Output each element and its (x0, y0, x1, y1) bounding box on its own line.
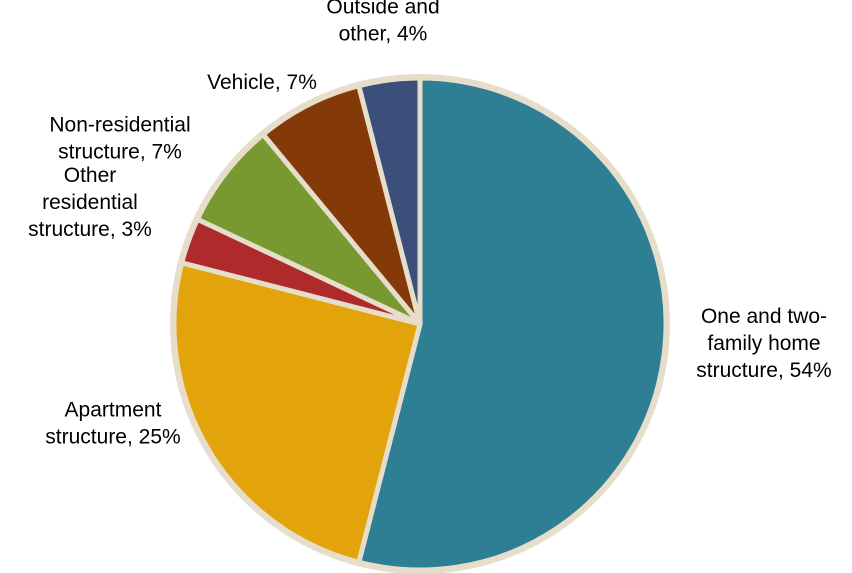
pie-label-line: Vehicle, 7% (207, 71, 317, 94)
pie-label-line: structure, 3% (28, 218, 152, 241)
pie-label-line: residential (42, 191, 138, 214)
pie-slice-apartment-structure (171, 260, 423, 565)
pie-slices (171, 75, 669, 573)
pie-label-line: One and two- (701, 305, 827, 328)
pie-labels: One and two-family home structure, 54% Apa… (28, 0, 832, 449)
pie-label-line: structure, 7% (58, 141, 182, 164)
pie-label-apartment-structure: Apartment structure, 25% (45, 399, 180, 449)
pie-label-line: Non-residential (49, 114, 190, 137)
pie-slice-outside-and-other (356, 75, 423, 327)
pie-label-line: family home (707, 332, 820, 355)
pie-slice-one-and-two-family-home-structure (356, 75, 669, 573)
pie-label-line: structure, 54% (696, 359, 831, 382)
pie-label-other-residential-structure: Other residential structure, 3% (28, 164, 152, 241)
pie-label-line: Apartment (65, 399, 162, 422)
pie-label-vehicle: Vehicle, 7% (207, 71, 317, 94)
pie-label-one-and-two-family-home-structure: One and two-family home structure, 54% (696, 305, 831, 382)
pie-label-line: other, 4% (339, 23, 428, 46)
pie-label-non-residential-structure: Non-residential structure, 7% (49, 114, 190, 164)
pie-label-line: structure, 25% (45, 426, 180, 449)
pie-label-outside-and-other: Outside and other, 4% (326, 0, 439, 46)
pie-label-line: Other (64, 164, 117, 187)
pie-label-line: Outside and (326, 0, 439, 19)
